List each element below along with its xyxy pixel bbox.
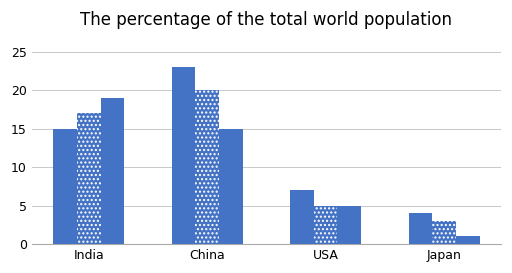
Bar	[290, 190, 314, 244]
Bar	[409, 213, 432, 244]
Bar	[100, 98, 124, 244]
Bar	[77, 113, 100, 244]
Title: The percentage of the total world population: The percentage of the total world popula…	[80, 11, 453, 29]
Bar	[53, 129, 77, 244]
Bar	[432, 221, 456, 244]
Bar	[456, 236, 480, 244]
Bar	[314, 206, 337, 244]
Bar	[195, 90, 219, 244]
Bar	[219, 129, 243, 244]
Bar	[172, 67, 195, 244]
Bar	[337, 206, 361, 244]
